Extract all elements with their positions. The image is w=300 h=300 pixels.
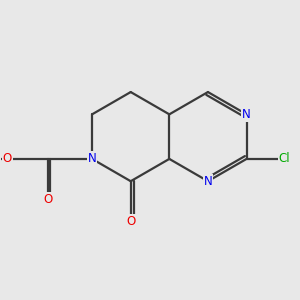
Text: Cl: Cl [279, 152, 290, 165]
Text: O: O [43, 193, 52, 206]
Text: O: O [126, 215, 135, 228]
Text: O: O [3, 152, 12, 165]
Text: N: N [88, 152, 97, 165]
Text: N: N [242, 108, 251, 121]
Text: N: N [204, 175, 212, 188]
